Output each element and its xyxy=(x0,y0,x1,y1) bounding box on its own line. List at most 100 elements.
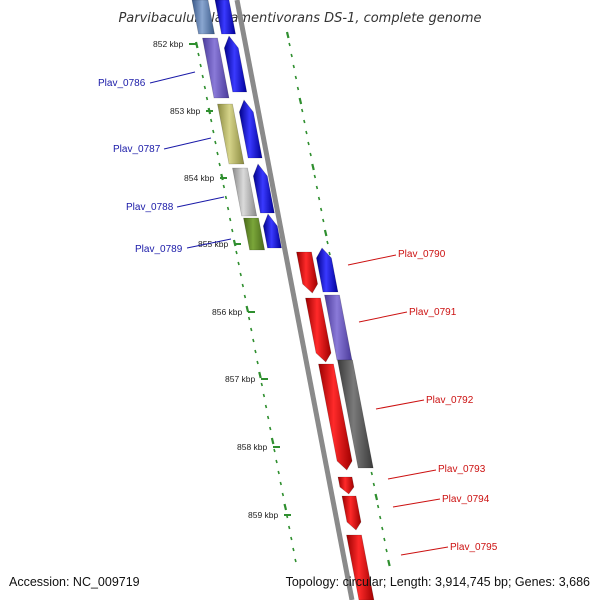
tick-mark xyxy=(269,426,272,431)
gene-feature xyxy=(305,297,332,363)
genome-summary-label: Topology: circular; Length: 3,914,745 bp… xyxy=(286,575,590,589)
tick-mark xyxy=(243,294,247,299)
gene-feature xyxy=(341,495,362,531)
tick-mark xyxy=(292,64,295,69)
tick-mark xyxy=(305,130,308,135)
tick-mark xyxy=(317,196,321,201)
tick-mark xyxy=(328,251,331,256)
tick-mark xyxy=(277,470,280,475)
label-leaders xyxy=(149,71,449,556)
tick-mark xyxy=(307,141,310,146)
gene-feature xyxy=(243,217,265,251)
tick-mark xyxy=(294,558,297,563)
tick-mark xyxy=(201,74,204,79)
label-leader xyxy=(392,498,441,508)
tick-mark xyxy=(258,371,262,379)
gene-label: Plav_0792 xyxy=(426,395,474,406)
position-label: 857 kbp xyxy=(225,374,256,384)
tick-mark xyxy=(374,493,379,501)
position-label: 854 kbp xyxy=(184,173,215,183)
tick-mark xyxy=(239,272,242,277)
position-label: 853 kbp xyxy=(170,106,201,116)
tick-mark xyxy=(245,305,250,313)
tick-mark xyxy=(285,31,290,39)
gene-label: Plav_0788 xyxy=(126,202,174,213)
tick-mark xyxy=(313,174,317,179)
gene-feature xyxy=(252,163,275,214)
tick-mark xyxy=(279,481,282,486)
tick-mark xyxy=(309,152,312,157)
tick-mark xyxy=(218,162,221,167)
tick-mark xyxy=(212,129,215,134)
label-leader xyxy=(358,311,408,323)
tick-mark xyxy=(288,42,291,47)
tick-mark xyxy=(287,525,291,530)
tick-mark xyxy=(315,185,319,190)
tick-mark xyxy=(323,229,328,237)
tick-mark xyxy=(303,119,306,124)
label-leader xyxy=(375,399,425,410)
gene-label: Plav_0787 xyxy=(113,144,161,155)
gene-feature xyxy=(346,534,375,600)
tick-mark xyxy=(226,206,230,211)
tick-mark xyxy=(290,536,293,541)
tick-mark xyxy=(290,53,293,58)
gene-label: Plav_0793 xyxy=(438,464,486,475)
gene-label: Plav_0795 xyxy=(450,542,498,553)
label-leader xyxy=(387,469,437,480)
gene-label: Plav_0789 xyxy=(135,244,183,255)
label-leader xyxy=(186,238,232,249)
tick-mark xyxy=(216,151,219,156)
tick-mark xyxy=(298,97,303,105)
tick-mark xyxy=(205,96,209,101)
tick-mark xyxy=(228,217,232,222)
gene-feature xyxy=(318,363,353,471)
tick-mark xyxy=(326,240,329,245)
label-leader xyxy=(176,196,225,208)
gene-label: Plav_0790 xyxy=(398,249,446,260)
gene-labels: Plav_0786 Plav_0787 Plav_0788 Plav_0789 Plav… xyxy=(98,78,498,553)
gene-feature xyxy=(262,213,282,249)
tick-mark xyxy=(376,504,380,509)
tick-mark xyxy=(250,327,253,332)
tick-mark xyxy=(381,526,384,531)
tick-mark xyxy=(264,404,268,409)
tick-mark xyxy=(294,75,298,80)
label-leader xyxy=(347,254,397,266)
gene-label: Plav_0791 xyxy=(409,307,457,318)
tick-mark xyxy=(260,382,264,387)
tick-mark xyxy=(266,415,270,420)
tick-mark xyxy=(385,548,388,553)
tick-mark xyxy=(241,283,245,288)
tick-mark xyxy=(214,140,217,145)
accession-label: Accession: NC_009719 xyxy=(9,575,140,589)
position-label: 855 kbp xyxy=(198,239,229,249)
gene-feature xyxy=(232,167,258,217)
gene-feature xyxy=(316,247,339,293)
tick-mark xyxy=(209,118,213,123)
gene-feature xyxy=(202,37,230,99)
gene-features xyxy=(191,0,375,600)
label-leader xyxy=(149,71,196,84)
tick-mark xyxy=(197,52,200,57)
gene-label: Plav_0786 xyxy=(98,78,146,89)
tick-mark xyxy=(256,360,259,365)
gene-feature xyxy=(337,359,374,469)
label-leader xyxy=(163,137,212,150)
tick-mark xyxy=(273,448,276,453)
tick-mark xyxy=(231,228,234,233)
tick-mark xyxy=(281,492,285,497)
gene-feature xyxy=(223,35,248,93)
position-label: 856 kbp xyxy=(212,307,243,317)
tick-mark xyxy=(378,515,382,520)
tick-mark xyxy=(292,547,295,552)
tick-mark xyxy=(270,437,275,445)
tick-mark xyxy=(203,85,207,90)
gene-feature xyxy=(191,0,215,35)
tick-mark xyxy=(372,482,376,487)
page-title: Parvibaculum lavamentivorans DS-1, compl… xyxy=(118,11,481,26)
tick-mark xyxy=(300,108,304,113)
tick-mark xyxy=(296,86,300,91)
position-label: 859 kbp xyxy=(248,510,279,520)
